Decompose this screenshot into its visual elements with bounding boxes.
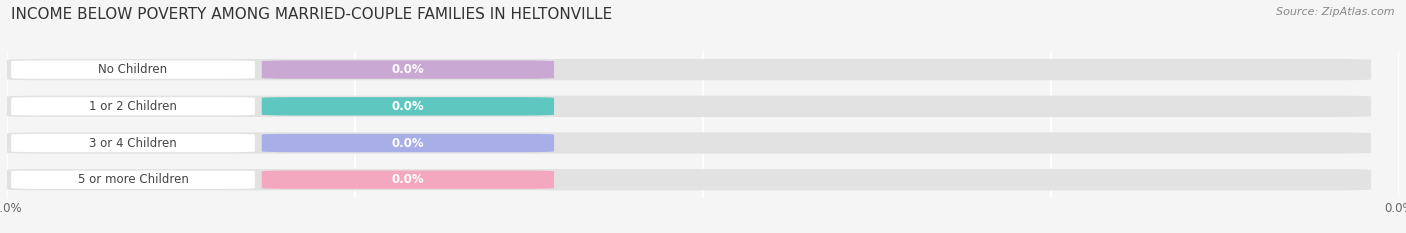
FancyBboxPatch shape [11, 60, 254, 79]
FancyBboxPatch shape [262, 97, 554, 116]
Text: 0.0%: 0.0% [392, 63, 425, 76]
FancyBboxPatch shape [262, 134, 554, 152]
FancyBboxPatch shape [7, 96, 1371, 117]
Text: 1 or 2 Children: 1 or 2 Children [89, 100, 177, 113]
FancyBboxPatch shape [7, 169, 1371, 190]
Text: No Children: No Children [98, 63, 167, 76]
Text: 0.0%: 0.0% [392, 137, 425, 150]
Text: 0.0%: 0.0% [392, 100, 425, 113]
FancyBboxPatch shape [262, 60, 554, 79]
Text: 5 or more Children: 5 or more Children [77, 173, 188, 186]
FancyBboxPatch shape [11, 171, 254, 189]
FancyBboxPatch shape [11, 134, 254, 152]
FancyBboxPatch shape [262, 171, 554, 189]
FancyBboxPatch shape [7, 132, 1371, 154]
Text: 0.0%: 0.0% [392, 173, 425, 186]
FancyBboxPatch shape [11, 97, 254, 116]
Text: Source: ZipAtlas.com: Source: ZipAtlas.com [1277, 7, 1395, 17]
FancyBboxPatch shape [7, 59, 1371, 80]
Text: INCOME BELOW POVERTY AMONG MARRIED-COUPLE FAMILIES IN HELTONVILLE: INCOME BELOW POVERTY AMONG MARRIED-COUPL… [11, 7, 613, 22]
Text: 3 or 4 Children: 3 or 4 Children [89, 137, 177, 150]
